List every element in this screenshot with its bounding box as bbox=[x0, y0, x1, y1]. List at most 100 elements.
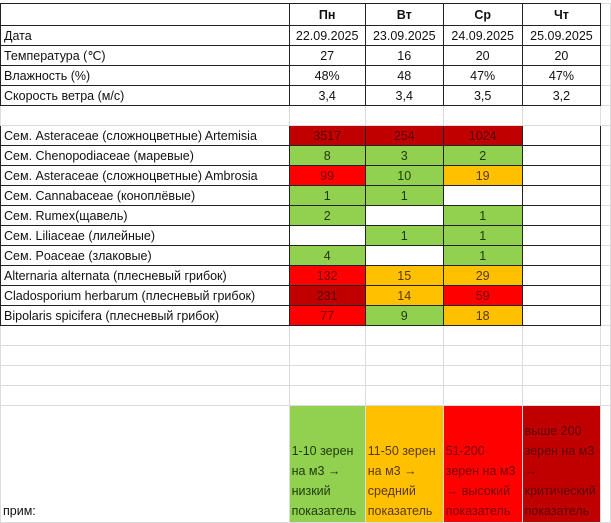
empty-cell[interactable] bbox=[442, 385, 523, 406]
empty-cell[interactable] bbox=[521, 325, 602, 346]
pollen-count-cell[interactable] bbox=[521, 305, 602, 326]
empty-cell[interactable] bbox=[600, 145, 611, 166]
pollen-count-cell[interactable]: 99 bbox=[288, 165, 366, 186]
value-cell[interactable]: 27 bbox=[288, 45, 366, 66]
pollen-count-cell[interactable] bbox=[521, 225, 602, 246]
value-cell[interactable]: 20 bbox=[521, 45, 602, 66]
value-cell[interactable]: 47% bbox=[521, 65, 602, 86]
pollen-count-cell[interactable]: 1 bbox=[442, 245, 523, 266]
pollen-count-cell[interactable]: 14 bbox=[364, 285, 444, 306]
pollen-count-cell[interactable]: 231 bbox=[288, 285, 366, 306]
pollen-count-cell[interactable]: 8 bbox=[288, 145, 366, 166]
day-header-cell[interactable]: Пн bbox=[288, 3, 366, 26]
pollen-count-cell[interactable]: 59 bbox=[442, 285, 523, 306]
empty-cell[interactable] bbox=[600, 305, 611, 326]
empty-cell[interactable] bbox=[600, 85, 611, 106]
value-cell[interactable]: 3,4 bbox=[288, 85, 366, 106]
empty-cell[interactable] bbox=[288, 325, 366, 346]
pollen-label[interactable]: Сем. Cannabaceae (коноплёвые) bbox=[0, 185, 290, 206]
pollen-count-cell[interactable]: 3 bbox=[364, 145, 444, 166]
pollen-count-cell[interactable]: 3517 bbox=[288, 125, 366, 146]
pollen-count-cell[interactable] bbox=[521, 245, 602, 266]
empty-cell[interactable] bbox=[600, 325, 611, 346]
value-cell[interactable]: 47% bbox=[442, 65, 523, 86]
pollen-count-cell[interactable]: 2 bbox=[288, 205, 366, 226]
empty-cell[interactable] bbox=[600, 125, 611, 146]
empty-cell[interactable] bbox=[521, 345, 602, 366]
pollen-count-cell[interactable]: 4 bbox=[288, 245, 366, 266]
header-blank-cell[interactable] bbox=[0, 3, 290, 26]
pollen-label[interactable]: Bipolaris spicifera (плесневый грибок) bbox=[0, 305, 290, 326]
pollen-count-cell[interactable]: 132 bbox=[288, 265, 366, 286]
empty-cell[interactable] bbox=[600, 165, 611, 186]
value-cell[interactable]: 3,2 bbox=[521, 85, 602, 106]
pollen-count-cell[interactable]: 10 bbox=[364, 165, 444, 186]
empty-cell[interactable] bbox=[600, 365, 611, 386]
pollen-count-cell[interactable] bbox=[521, 185, 602, 206]
empty-cell[interactable] bbox=[600, 65, 611, 86]
empty-cell[interactable] bbox=[0, 345, 290, 366]
row-label[interactable]: Дата bbox=[0, 25, 290, 46]
pollen-count-cell[interactable]: 1 bbox=[442, 205, 523, 226]
empty-cell[interactable] bbox=[600, 405, 611, 523]
pollen-count-cell[interactable] bbox=[521, 125, 602, 146]
pollen-count-cell[interactable]: 2 bbox=[442, 145, 523, 166]
pollen-count-cell[interactable]: 1024 bbox=[442, 125, 523, 146]
empty-cell[interactable] bbox=[364, 365, 444, 386]
pollen-count-cell[interactable] bbox=[521, 165, 602, 186]
pollen-count-cell[interactable] bbox=[521, 205, 602, 226]
empty-cell[interactable] bbox=[600, 105, 611, 126]
empty-cell[interactable] bbox=[521, 385, 602, 406]
day-header-cell[interactable]: Ср bbox=[442, 3, 523, 26]
pollen-count-cell[interactable] bbox=[521, 265, 602, 286]
empty-cell[interactable] bbox=[600, 205, 611, 226]
empty-cell[interactable] bbox=[442, 365, 523, 386]
empty-cell[interactable] bbox=[521, 105, 602, 126]
pollen-count-cell[interactable]: 15 bbox=[364, 265, 444, 286]
empty-cell[interactable] bbox=[600, 245, 611, 266]
pollen-count-cell[interactable] bbox=[521, 145, 602, 166]
row-label[interactable]: Температура (℃) bbox=[0, 45, 290, 66]
value-cell[interactable]: 22.09.2025 bbox=[288, 25, 366, 46]
day-header-cell[interactable]: Чт bbox=[521, 3, 602, 26]
pollen-label[interactable]: Alternaria alternata (плесневый грибок) bbox=[0, 265, 290, 286]
pollen-count-cell[interactable] bbox=[364, 205, 444, 226]
value-cell[interactable]: 25.09.2025 bbox=[521, 25, 602, 46]
empty-cell[interactable] bbox=[288, 385, 366, 406]
pollen-label[interactable]: Сем. Chenopodiaceae (маревые) bbox=[0, 145, 290, 166]
empty-cell[interactable] bbox=[0, 365, 290, 386]
day-header-cell[interactable]: Вт bbox=[364, 3, 444, 26]
empty-cell[interactable] bbox=[0, 325, 290, 346]
empty-cell[interactable] bbox=[288, 105, 366, 126]
value-cell[interactable]: 48 bbox=[364, 65, 444, 86]
row-label[interactable]: Влажность (%) bbox=[0, 65, 290, 86]
empty-cell[interactable] bbox=[600, 225, 611, 246]
empty-cell[interactable] bbox=[364, 345, 444, 366]
value-cell[interactable]: 48% bbox=[288, 65, 366, 86]
row-label[interactable]: Скорость ветра (м/с) bbox=[0, 85, 290, 106]
pollen-count-cell[interactable]: 9 bbox=[364, 305, 444, 326]
pollen-label[interactable]: Сем. Rumex(щавель) bbox=[0, 205, 290, 226]
empty-cell[interactable] bbox=[364, 105, 444, 126]
empty-cell[interactable] bbox=[0, 385, 290, 406]
pollen-count-cell[interactable] bbox=[364, 245, 444, 266]
pollen-count-cell[interactable] bbox=[521, 285, 602, 306]
empty-cell[interactable] bbox=[600, 285, 611, 306]
empty-cell[interactable] bbox=[600, 265, 611, 286]
pollen-count-cell[interactable]: 77 bbox=[288, 305, 366, 326]
pollen-count-cell[interactable]: 254 bbox=[364, 125, 444, 146]
empty-cell[interactable] bbox=[442, 325, 523, 346]
pollen-label[interactable]: Сем. Asteraceae (сложноцветные) Ambrosia bbox=[0, 165, 290, 186]
empty-cell[interactable] bbox=[600, 385, 611, 406]
pollen-count-cell[interactable] bbox=[442, 185, 523, 206]
value-cell[interactable]: 20 bbox=[442, 45, 523, 66]
value-cell[interactable]: 23.09.2025 bbox=[364, 25, 444, 46]
pollen-count-cell[interactable]: 1 bbox=[442, 225, 523, 246]
pollen-count-cell[interactable]: 19 bbox=[442, 165, 523, 186]
pollen-count-cell[interactable]: 1 bbox=[364, 225, 444, 246]
pollen-count-cell[interactable]: 18 bbox=[442, 305, 523, 326]
empty-cell[interactable] bbox=[600, 45, 611, 66]
value-cell[interactable]: 24.09.2025 bbox=[442, 25, 523, 46]
empty-cell[interactable] bbox=[600, 185, 611, 206]
pollen-count-cell[interactable]: 1 bbox=[364, 185, 444, 206]
